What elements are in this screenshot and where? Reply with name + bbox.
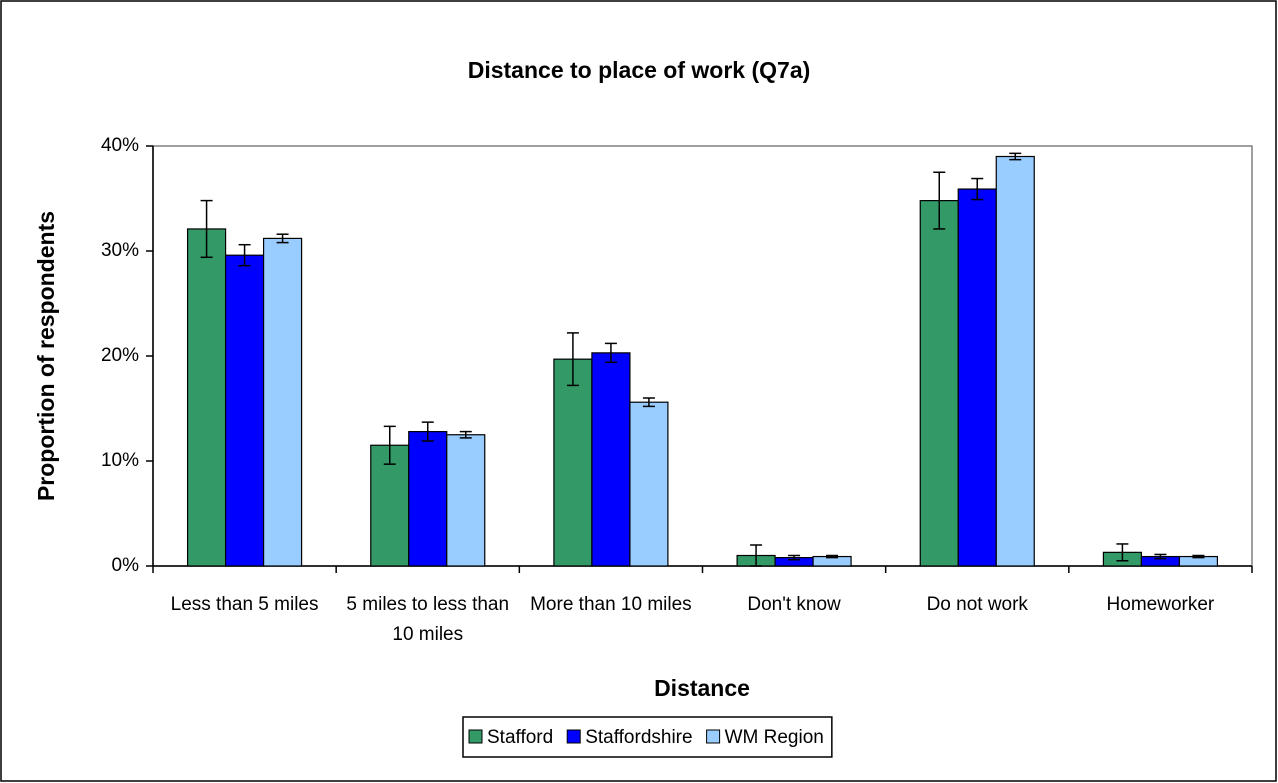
y-tick-label: 20%: [101, 345, 139, 366]
error-bar: [1116, 543, 1129, 562]
bar: [919, 200, 959, 567]
error-bar: [750, 544, 763, 567]
legend-swatch: [566, 729, 581, 744]
error-bar: [971, 177, 984, 201]
y-tick-label: 30%: [101, 240, 139, 261]
x-axis-title: Distance: [654, 675, 750, 701]
error-bar: [383, 425, 396, 465]
error-bar: [200, 199, 213, 259]
legend-box: [462, 716, 833, 758]
bar: [957, 188, 997, 567]
error-bar: [1009, 152, 1022, 161]
x-tick-label: 5 miles to less than 10 miles: [346, 594, 510, 645]
x-tick-label: Do not work: [926, 594, 1028, 615]
error-bar: [1192, 554, 1205, 559]
bar: [408, 431, 448, 567]
chart-title: Distance to place of work (Q7a): [468, 57, 811, 83]
x-tick-label: Homeworker: [1106, 594, 1215, 615]
bar: [224, 254, 265, 567]
legend-swatch: [468, 729, 483, 744]
error-bar: [459, 430, 472, 439]
x-tick-label: Don't know: [747, 594, 841, 615]
legend-label: WM Region: [725, 727, 824, 748]
error-bar: [604, 342, 617, 364]
y-tick-label: 10%: [101, 450, 139, 471]
bar: [446, 434, 486, 567]
bar: [629, 401, 669, 567]
bar: [370, 444, 410, 567]
error-bar: [1154, 553, 1167, 560]
bar: [553, 358, 593, 567]
y-axis-title: Proportion of respondents: [33, 211, 59, 501]
y-tick-label: 0%: [112, 555, 140, 576]
bar: [186, 228, 227, 567]
bar: [995, 155, 1035, 567]
legend: Stafford Staffordshire WM Region: [462, 716, 833, 758]
error-bar: [238, 243, 251, 267]
error-bar: [421, 421, 434, 442]
error-bar: [826, 554, 839, 559]
error-bar: [788, 554, 801, 561]
x-tick-label: Less than 5 miles: [170, 594, 319, 615]
x-tick-label: More than 10 miles: [530, 594, 692, 615]
error-bar: [276, 233, 289, 244]
error-bar: [642, 397, 655, 408]
legend-swatch: [706, 729, 721, 744]
bar: [262, 237, 303, 567]
legend-label: Stafford: [487, 727, 553, 748]
y-tick-label: 40%: [101, 135, 139, 156]
bar: [591, 352, 631, 567]
error-bar: [566, 332, 579, 387]
legend-label: Staffordshire: [585, 727, 692, 748]
error-bar: [933, 171, 946, 230]
